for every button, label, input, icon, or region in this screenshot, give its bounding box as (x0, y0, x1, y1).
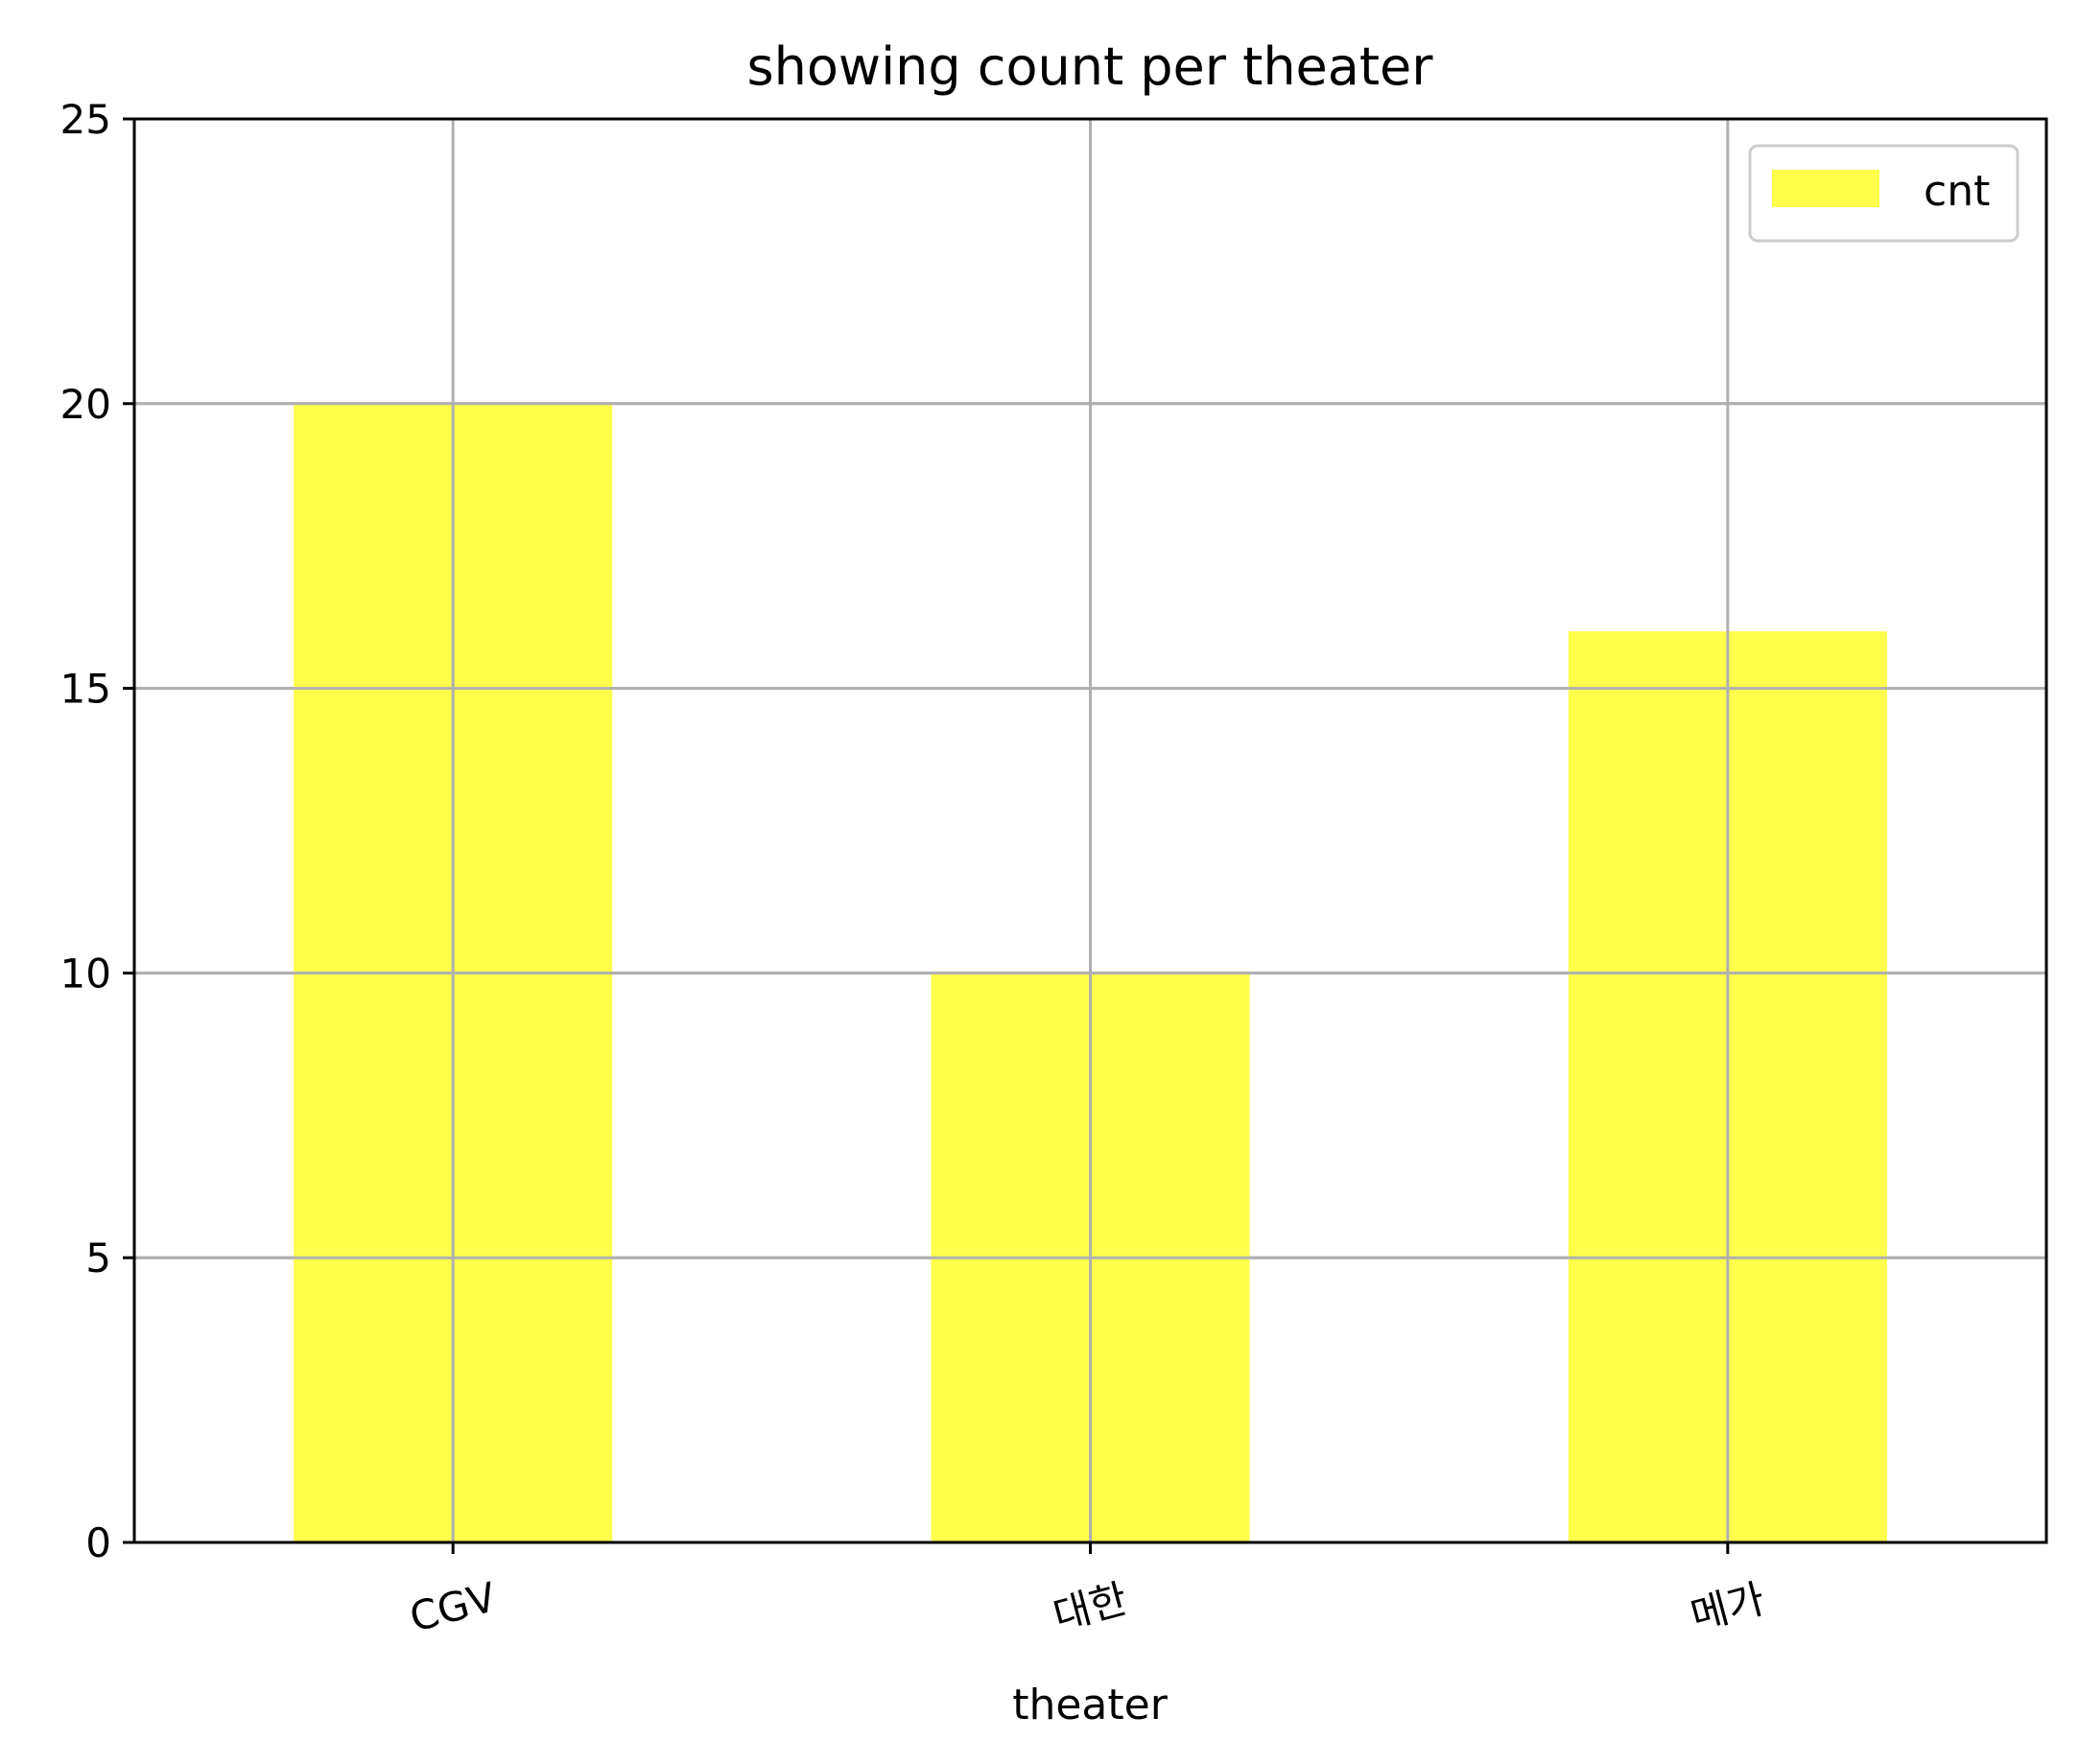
legend-swatch-cnt (1772, 170, 1879, 207)
legend-label-cnt: cnt (1924, 167, 1990, 216)
y-tick-label: 20 (60, 381, 111, 428)
y-tick-label: 0 (85, 1519, 111, 1566)
y-tick-label: 10 (60, 950, 111, 997)
y-tick-label: 25 (60, 96, 111, 143)
y-axis-ticks: 0 5 10 15 20 25 (60, 96, 134, 1566)
y-tick-label: 15 (60, 666, 111, 713)
legend-box (1748, 144, 2020, 243)
x-axis-label: theater (1012, 1681, 1168, 1729)
chart-title: showing count per theater (747, 36, 1434, 97)
legend: cnt (1748, 144, 2020, 243)
y-tick-label: 5 (85, 1235, 111, 1282)
